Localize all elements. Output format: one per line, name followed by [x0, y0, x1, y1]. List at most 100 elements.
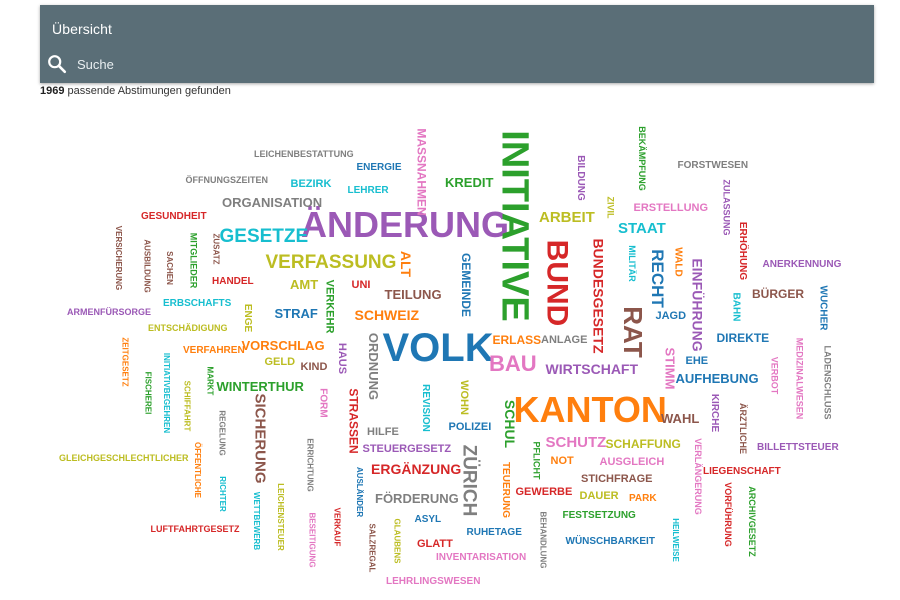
word-cloud-term[interactable]: VOLK [382, 326, 494, 370]
word-cloud-term[interactable]: BÜRGER [752, 287, 805, 301]
search-icon[interactable] [46, 53, 68, 75]
word-cloud-term[interactable]: ARMENFÜRSORGE [67, 306, 152, 317]
word-cloud-term[interactable]: EHE [685, 354, 709, 367]
word-cloud-term[interactable]: ZÜRICH [458, 444, 480, 516]
word-cloud-term[interactable]: FÖRDERUNG [375, 490, 459, 506]
search-input[interactable] [75, 51, 839, 77]
word-cloud-term[interactable]: BESEITIGUNG [307, 512, 317, 568]
word-cloud-term[interactable]: AUSBILDUNG [142, 239, 152, 293]
word-cloud-term[interactable]: WAHL [661, 410, 700, 426]
word-cloud-term[interactable]: HEILWEISE [670, 518, 680, 562]
word-cloud-term[interactable]: STAAT [618, 219, 666, 237]
word-cloud-term[interactable]: VERFASSUNG [265, 251, 397, 273]
word-cloud-term[interactable]: ZIVIL [605, 196, 616, 218]
word-cloud-term[interactable]: FESTSETZUNG [562, 510, 636, 521]
word-cloud-term[interactable]: ORDNUNG [365, 332, 381, 400]
word-cloud-term[interactable]: PARK [629, 493, 657, 504]
word-cloud-term[interactable]: ÖFFENTLICHE [193, 442, 202, 498]
word-cloud-term[interactable]: EINFÜHRUNG [689, 258, 706, 352]
word-cloud-term[interactable]: RAT [617, 306, 648, 358]
word-cloud-term[interactable]: SACHEN [164, 251, 174, 285]
word-cloud-term[interactable]: TEILUNG [384, 286, 442, 302]
word-cloud-term[interactable]: STEUERGESETZ [362, 442, 452, 455]
word-cloud-term[interactable]: GLATT [417, 537, 453, 550]
word-cloud-term[interactable]: INITIATIVBEGEHREN [162, 352, 172, 434]
word-cloud-term[interactable]: REGELUNG [217, 410, 227, 456]
word-cloud-term[interactable]: LADENSCHLUSS [822, 344, 833, 420]
word-cloud-term[interactable]: UNI [351, 278, 371, 291]
word-cloud-term[interactable]: GESUNDHEIT [141, 211, 207, 222]
word-cloud-term[interactable]: ÖFFNUNGSZEITEN [185, 174, 269, 185]
search-bar[interactable] [45, 49, 865, 79]
word-cloud-term[interactable]: LIEGENSCHAFT [703, 466, 781, 477]
word-cloud-term[interactable]: STRASSEN [346, 388, 361, 454]
word-cloud-term[interactable]: HANDEL [212, 276, 254, 287]
word-cloud-term[interactable]: PFLICHT [531, 441, 542, 479]
word-cloud-term[interactable]: ZULASSUNG [721, 179, 732, 235]
word-cloud-term[interactable]: LEHRLINGSWESEN [386, 576, 481, 587]
word-cloud-term[interactable]: GEWERBE [515, 485, 573, 498]
word-cloud-term[interactable]: SCHIFFAHRT [181, 380, 191, 432]
word-cloud-term[interactable]: BEZIRK [290, 177, 332, 190]
word-cloud-term[interactable]: BILLETTSTEUER [757, 442, 839, 453]
word-cloud-term[interactable]: VERSICHERUNG [114, 225, 124, 291]
word-cloud-term[interactable]: SALZREGAL [366, 523, 376, 573]
word-cloud-term[interactable]: SCHUTZ [545, 433, 607, 451]
word-cloud-term[interactable]: ALT [398, 250, 415, 278]
word-cloud-term[interactable]: LUFTFAHRTGESETZ [150, 523, 240, 534]
word-cloud-term[interactable]: SICHERUNG [251, 392, 269, 484]
word-cloud-term[interactable]: MARKT [204, 366, 214, 396]
word-cloud-term[interactable]: ANERKENNUNG [762, 259, 842, 270]
word-cloud-term[interactable]: ZUSATZ [210, 233, 220, 265]
word-cloud-term[interactable]: WINTERTHUR [216, 378, 304, 394]
word-cloud-term[interactable]: ERSTELLUNG [633, 201, 709, 214]
word-cloud-term[interactable]: BEKÄMPFUNG [636, 125, 647, 191]
word-cloud-term[interactable]: GEMEINDE [459, 252, 474, 318]
word-cloud-term[interactable]: SCHWEIZ [354, 307, 420, 323]
word-cloud-term[interactable]: ARBEIT [539, 208, 595, 226]
word-cloud-term[interactable]: AUSGLEICH [599, 455, 665, 468]
word-cloud-term[interactable]: BAHN [729, 292, 741, 322]
word-cloud-term[interactable]: ANLAGE [541, 333, 588, 346]
word-cloud-term[interactable]: NOT [550, 454, 574, 467]
word-cloud-term[interactable]: LEHRER [347, 185, 389, 196]
word-cloud-term[interactable]: VORFÜHRUNG [722, 481, 733, 547]
word-cloud-term[interactable]: ASYL [414, 514, 442, 525]
word-cloud-term[interactable]: WALD [672, 247, 684, 277]
word-cloud-term[interactable]: STIMM [662, 347, 678, 389]
word-cloud-term[interactable]: AUSLÄNDER [355, 466, 365, 518]
word-cloud-term[interactable]: KIRCHE [709, 393, 721, 433]
word-cloud-term[interactable]: VERKAUF [331, 507, 341, 547]
word-cloud-term[interactable]: STICHFRAGE [581, 472, 653, 485]
word-cloud-term[interactable]: AUFHEBUNG [675, 370, 759, 386]
word-cloud-term[interactable]: RICHTER [217, 476, 227, 512]
word-cloud-term[interactable]: KREDIT [445, 174, 494, 190]
word-cloud-term[interactable]: POLIZEI [448, 420, 492, 433]
word-cloud-term[interactable]: ERBSCHAFTS [163, 298, 232, 309]
word-cloud-term[interactable]: ENERGIE [356, 162, 402, 173]
word-cloud-term[interactable]: VORSCHLAG [241, 337, 325, 353]
word-cloud-term[interactable]: BILDUNG [574, 155, 586, 201]
word-cloud-term[interactable]: ORGANISATION [222, 194, 323, 210]
word-cloud-term[interactable]: KIND [300, 360, 328, 373]
word-cloud-term[interactable]: GLEICHGESCHLECHTLICHER [59, 452, 189, 463]
word-cloud-term[interactable]: BAU [489, 351, 537, 376]
word-cloud-term[interactable]: DAUER [579, 489, 619, 502]
word-cloud-term[interactable]: BUND [539, 239, 573, 327]
word-cloud-term[interactable]: WUCHER [817, 285, 828, 331]
word-cloud-term[interactable]: ÄRZTLICHE [737, 402, 748, 454]
word-cloud-term[interactable]: INITIATIVE [493, 130, 536, 322]
word-cloud-term[interactable]: GLAUBENS [391, 518, 401, 564]
word-cloud-term[interactable]: STRAF [274, 305, 318, 321]
word-cloud-term[interactable]: DIREKTE [716, 331, 770, 345]
word-cloud-term[interactable]: VERKEHR [323, 279, 336, 333]
word-cloud-term[interactable]: VERLÄNGERUNG [692, 437, 703, 515]
word-cloud-term[interactable]: BUNDESGESETZ [590, 238, 607, 354]
word-cloud-term[interactable]: FORM [317, 388, 329, 418]
word-cloud-term[interactable]: WOHN [457, 379, 470, 415]
word-cloud-term[interactable]: WETTBEWERB [252, 491, 262, 551]
word-cloud-term[interactable]: GESETZE [219, 225, 309, 247]
word-cloud-term[interactable]: ZEITGESETZ [120, 337, 130, 387]
word-cloud-term[interactable]: GELD [264, 355, 296, 368]
word-cloud-term[interactable]: ÄNDERUNG [301, 204, 510, 245]
